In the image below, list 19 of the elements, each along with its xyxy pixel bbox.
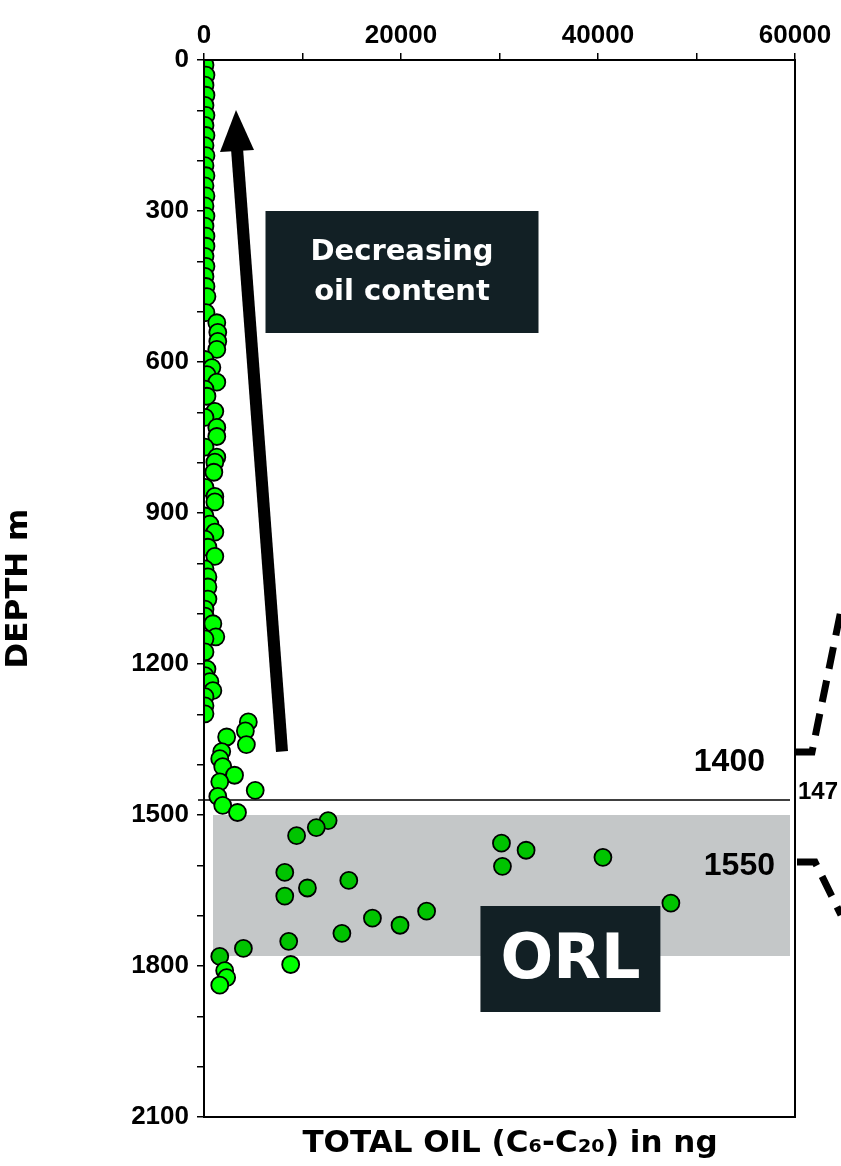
annotation: 1400 — [693, 741, 765, 778]
x-tick-label: 20000 — [364, 18, 438, 49]
y-tick-label: 300 — [145, 194, 189, 225]
x-tick-label: 0 — [196, 18, 212, 49]
y-tick-label: 0 — [174, 43, 189, 74]
y-axis-title: DEPTH m — [0, 508, 34, 669]
y-tick-label: 2100 — [131, 1100, 189, 1131]
x-axis-title: TOTAL OIL (C₆-C₂₀) in ng — [302, 1123, 718, 1160]
y-tick-label: 1800 — [131, 949, 189, 980]
text: 147 — [798, 776, 839, 804]
y-tick-label: 900 — [145, 496, 189, 527]
x-tick-label: 60000 — [758, 18, 832, 49]
annotation: Decreasing oil content — [310, 232, 494, 307]
y-tick-label: 1500 — [131, 798, 189, 829]
annotation: 1550 — [703, 845, 775, 882]
y-tick-label: 600 — [145, 345, 189, 376]
x-tick-label: 40000 — [561, 18, 635, 49]
band-label: ORL — [500, 920, 641, 994]
y-tick-label: 1200 — [131, 647, 189, 678]
